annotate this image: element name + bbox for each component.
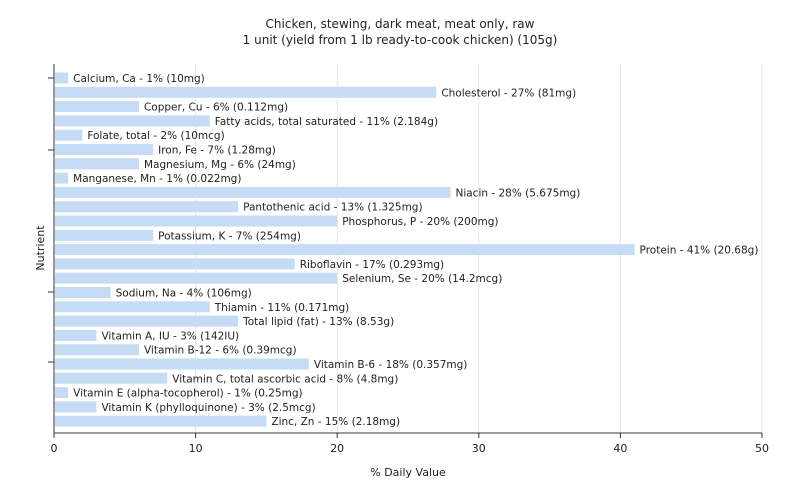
bar-label: Total lipid (fat) - 13% (8.53g)	[242, 316, 394, 328]
bar	[55, 272, 338, 284]
bar-label: Protein - 41% (20.68g)	[640, 245, 759, 257]
x-ticks: 0 10 20 30 40 50	[51, 433, 769, 455]
bar-label: Vitamin A, IU - 3% (142IU)	[101, 330, 239, 342]
bar-label: Selenium, Se - 20% (14.2mcg)	[342, 273, 502, 285]
bar-label: Vitamin C, total ascorbic acid - 8% (4.8…	[172, 373, 398, 385]
bar	[55, 415, 267, 427]
x-tick-label: 40	[613, 442, 627, 455]
bar	[55, 215, 338, 227]
bar-label: Phosphorus, P - 20% (200mg)	[342, 216, 498, 228]
bar	[55, 344, 139, 356]
bar-label: Zinc, Zn - 15% (2.18mg)	[271, 416, 400, 428]
bar	[55, 144, 154, 155]
bar	[55, 201, 239, 213]
bar-label: Potassium, K - 7% (254mg)	[158, 230, 301, 242]
bar-label: Vitamin B-6 - 18% (0.357mg)	[314, 359, 468, 371]
bar	[55, 86, 437, 98]
bar-label: Fatty acids, total saturated - 11% (2.18…	[215, 116, 438, 128]
bar-label: Cholesterol - 27% (81mg)	[441, 87, 576, 99]
x-tick-label: 50	[755, 442, 769, 455]
bar	[55, 329, 97, 341]
bar-label: Pantothenic acid - 13% (1.325mg)	[243, 202, 422, 214]
x-axis-title: % Daily Value	[370, 466, 446, 479]
bar-label: Folate, total - 2% (10mcg)	[87, 130, 224, 142]
bar	[55, 358, 309, 370]
bar	[55, 101, 139, 113]
chart-title: Chicken, stewing, dark meat, meat only, …	[266, 17, 535, 31]
bar	[55, 244, 635, 256]
bar	[55, 301, 210, 313]
x-tick-label: 0	[51, 442, 58, 455]
bars: Calcium, Ca - 1% (10mg) Cholesterol - 27%…	[55, 72, 759, 428]
bar-label: Manganese, Mn - 1% (0.022mg)	[73, 173, 241, 185]
bar	[55, 72, 69, 84]
bar-label: Niacin - 28% (5.675mg)	[455, 187, 580, 199]
y-axis-title: Nutrient	[34, 225, 47, 271]
x-tick-label: 20	[330, 442, 344, 455]
bar-label: Vitamin B-12 - 6% (0.39mcg)	[144, 345, 297, 357]
bar-label: Calcium, Ca - 1% (10mg)	[73, 73, 205, 85]
bar-label: Copper, Cu - 6% (0.112mg)	[144, 102, 288, 114]
bar	[55, 172, 69, 184]
bar	[55, 372, 168, 384]
bar	[55, 129, 83, 141]
bar-label: Magnesium, Mg - 6% (24mg)	[144, 159, 296, 171]
bar	[55, 158, 139, 170]
bar-label: Iron, Fe - 7% (1.28mg)	[158, 145, 276, 157]
bar	[55, 186, 451, 198]
bar-label: Sodium, Na - 4% (106mg)	[116, 288, 252, 300]
bar	[55, 229, 154, 241]
bar-label: Vitamin K (phylloquinone) - 3% (2.5mcg)	[101, 402, 315, 414]
bar-label: Vitamin E (alpha-tocopherol) - 1% (0.25m…	[73, 388, 303, 400]
bar-label: Thiamin - 11% (0.171mg)	[214, 302, 350, 314]
axes	[48, 64, 762, 434]
x-tick-label: 30	[472, 442, 486, 455]
chart-subtitle: 1 unit (yield from 1 lb ready-to-cook ch…	[243, 33, 558, 47]
bar	[55, 287, 111, 298]
bar	[55, 401, 97, 413]
bar	[55, 115, 210, 127]
bar	[55, 258, 295, 270]
bar	[55, 387, 69, 399]
x-tick-label: 10	[189, 442, 203, 455]
bar-label: Riboflavin - 17% (0.293mg)	[300, 259, 444, 271]
bar	[55, 315, 239, 327]
